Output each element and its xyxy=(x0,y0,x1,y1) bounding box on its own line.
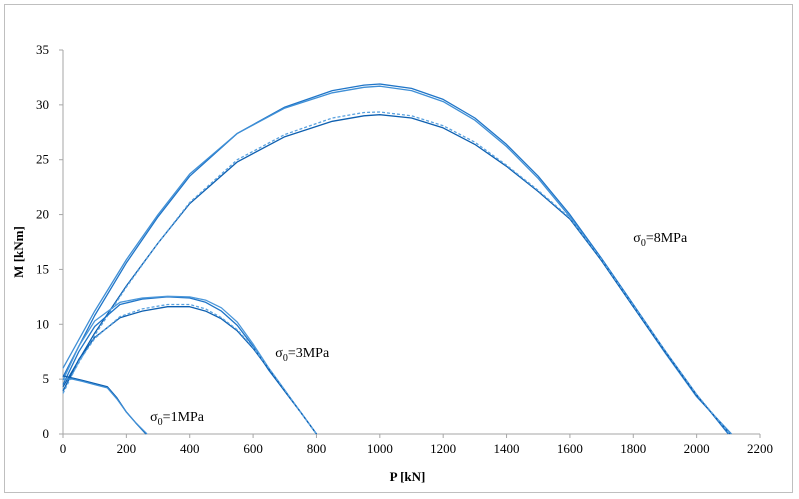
x-tick-label: 0 xyxy=(60,441,67,456)
series-line-8MPa-0 xyxy=(62,83,729,435)
y-tick-label: 25 xyxy=(36,152,49,167)
chart-frame: 0 5 10 15 20 25 30 35 0 200 400 600 800 1000 1200 1400 1… xyxy=(4,4,793,493)
x-tick-label: 1200 xyxy=(430,441,456,456)
y-tick-label: 35 xyxy=(36,42,49,57)
series-line-8MPa-3 xyxy=(62,111,731,435)
series-line-3MPa-7 xyxy=(62,303,318,435)
x-tick-label: 1000 xyxy=(367,441,393,456)
chart-svg: 0 5 10 15 20 25 30 35 0 200 400 600 800 1000 1200 1400 1… xyxy=(11,42,773,484)
x-tick-label: 1400 xyxy=(494,441,520,456)
y-tick-label: 15 xyxy=(36,261,49,276)
x-tick-label: 2200 xyxy=(747,441,773,456)
x-tick-label: 400 xyxy=(180,441,200,456)
series-line-8MPa-1 xyxy=(62,85,732,435)
series-line-8MPa-2 xyxy=(62,114,731,435)
annotation-label: σ0=8MPa xyxy=(633,231,688,249)
x-tick-label: 600 xyxy=(243,441,263,456)
annotation-label: σ0=1MPa xyxy=(150,410,205,428)
y-tick-label: 5 xyxy=(43,371,50,386)
y-axis-title: M [kNm] xyxy=(11,226,26,278)
y-tick-label: 20 xyxy=(36,207,49,222)
x-tick-label: 800 xyxy=(307,441,327,456)
x-axis-title: P [kN] xyxy=(390,469,426,484)
y-tick-label: 30 xyxy=(36,97,49,112)
y-tick-label: 0 xyxy=(43,426,50,441)
series-line-1MPa-9 xyxy=(63,378,148,435)
x-tick-label: 1800 xyxy=(620,441,646,456)
x-tick-label: 200 xyxy=(117,441,137,456)
series-line-1MPa-8 xyxy=(62,375,147,435)
annotation-label: σ0=3MPa xyxy=(275,346,330,364)
x-tick-label: 1600 xyxy=(557,441,583,456)
y-tick-label: 10 xyxy=(36,316,49,331)
x-tick-label: 2000 xyxy=(684,441,710,456)
